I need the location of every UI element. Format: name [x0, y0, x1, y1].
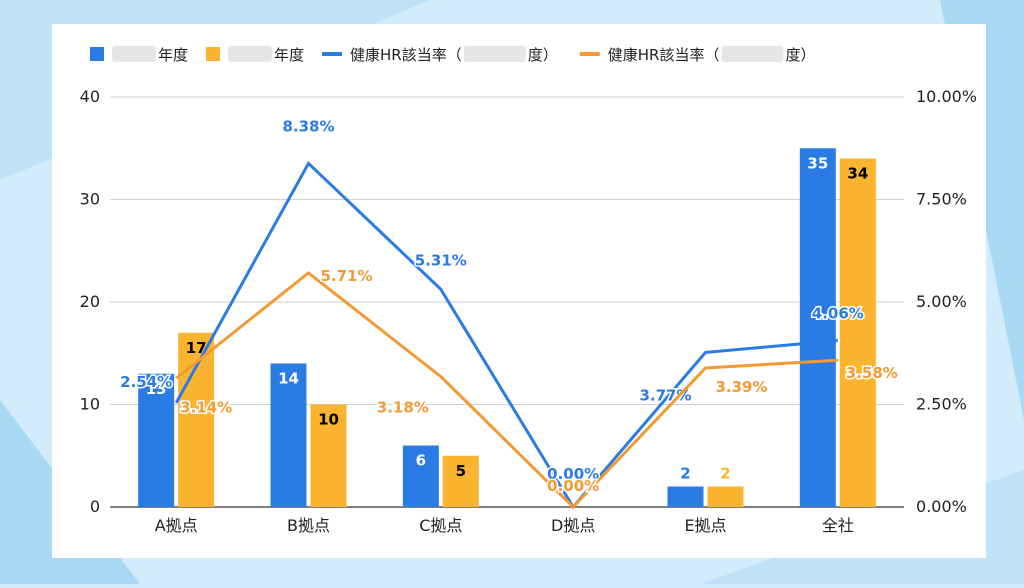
line-data-label: 2.54% [120, 373, 172, 391]
y-left-tick-label: 0 [90, 497, 100, 516]
line-data-label: 5.31% [415, 251, 467, 269]
legend-label: 年度 [274, 46, 304, 64]
bar [668, 487, 704, 508]
bar-data-label: 34 [847, 165, 868, 183]
chart-card: 0 10 20 30 40 0.00% 2.50% 5.00% 7.50% 10.00% A拠点 B拠… [52, 24, 986, 558]
x-tick-label: D拠点 [551, 516, 595, 535]
y-left-tick-label: 40 [80, 87, 100, 106]
y-right-tick-label: 10.00% [916, 87, 977, 106]
bar-data-label: 35 [807, 154, 828, 172]
legend-swatch [206, 47, 220, 61]
y-right-tick-label: 5.00% [916, 292, 967, 311]
line-data-label: 4.06% [812, 305, 864, 323]
line-data-label: 0.00% [547, 477, 599, 495]
legend-obscured-text [721, 46, 783, 62]
y-right-tick-label: 2.50% [916, 395, 967, 414]
bar-data-label: 5 [456, 462, 466, 480]
y-left-tick-label: 30 [80, 190, 100, 209]
y-left-tick-label: 20 [80, 292, 100, 311]
legend-swatch [90, 47, 104, 61]
legend-label: 度） [528, 46, 558, 64]
x-tick-label: B拠点 [287, 516, 330, 535]
bar-data-label: 10 [318, 411, 339, 429]
bar-data-label: 14 [278, 370, 299, 388]
legend-label: 度） [785, 46, 815, 64]
x-tick-label: A拠点 [155, 516, 198, 535]
y-left-tick-label: 10 [80, 395, 100, 414]
bar [840, 159, 876, 508]
bar-data-label: 6 [416, 452, 426, 470]
legend-label: 健康HR該当率（ [608, 46, 720, 64]
line-data-label: 3.39% [715, 378, 767, 396]
legend-obscured-text [464, 46, 526, 62]
y-right-tick-label: 7.50% [916, 190, 967, 209]
line-data-label: 3.18% [377, 399, 429, 417]
line-data-label: 8.38% [282, 117, 334, 135]
combo-chart: 0 10 20 30 40 0.00% 2.50% 5.00% 7.50% 10.00% A拠点 B拠… [52, 24, 986, 558]
y-right-tick-label: 0.00% [916, 497, 967, 516]
bar [178, 333, 214, 507]
bar [708, 487, 744, 508]
x-tick-label: 全社 [822, 516, 854, 535]
legend-label: 健康HR該当率（ [350, 46, 462, 64]
line-data-label: 3.58% [846, 364, 898, 382]
legend-obscured-text [112, 46, 156, 62]
bar [800, 148, 836, 507]
legend-label: 年度 [158, 46, 188, 64]
line-data-label: 5.71% [320, 267, 372, 285]
x-tick-label: E拠点 [684, 516, 726, 535]
bar-data-label: 2 [720, 465, 730, 483]
x-tick-label: C拠点 [419, 516, 462, 535]
bar-data-label: 2 [680, 465, 690, 483]
line-data-label: 3.14% [180, 398, 232, 416]
legend-obscured-text [228, 46, 272, 62]
